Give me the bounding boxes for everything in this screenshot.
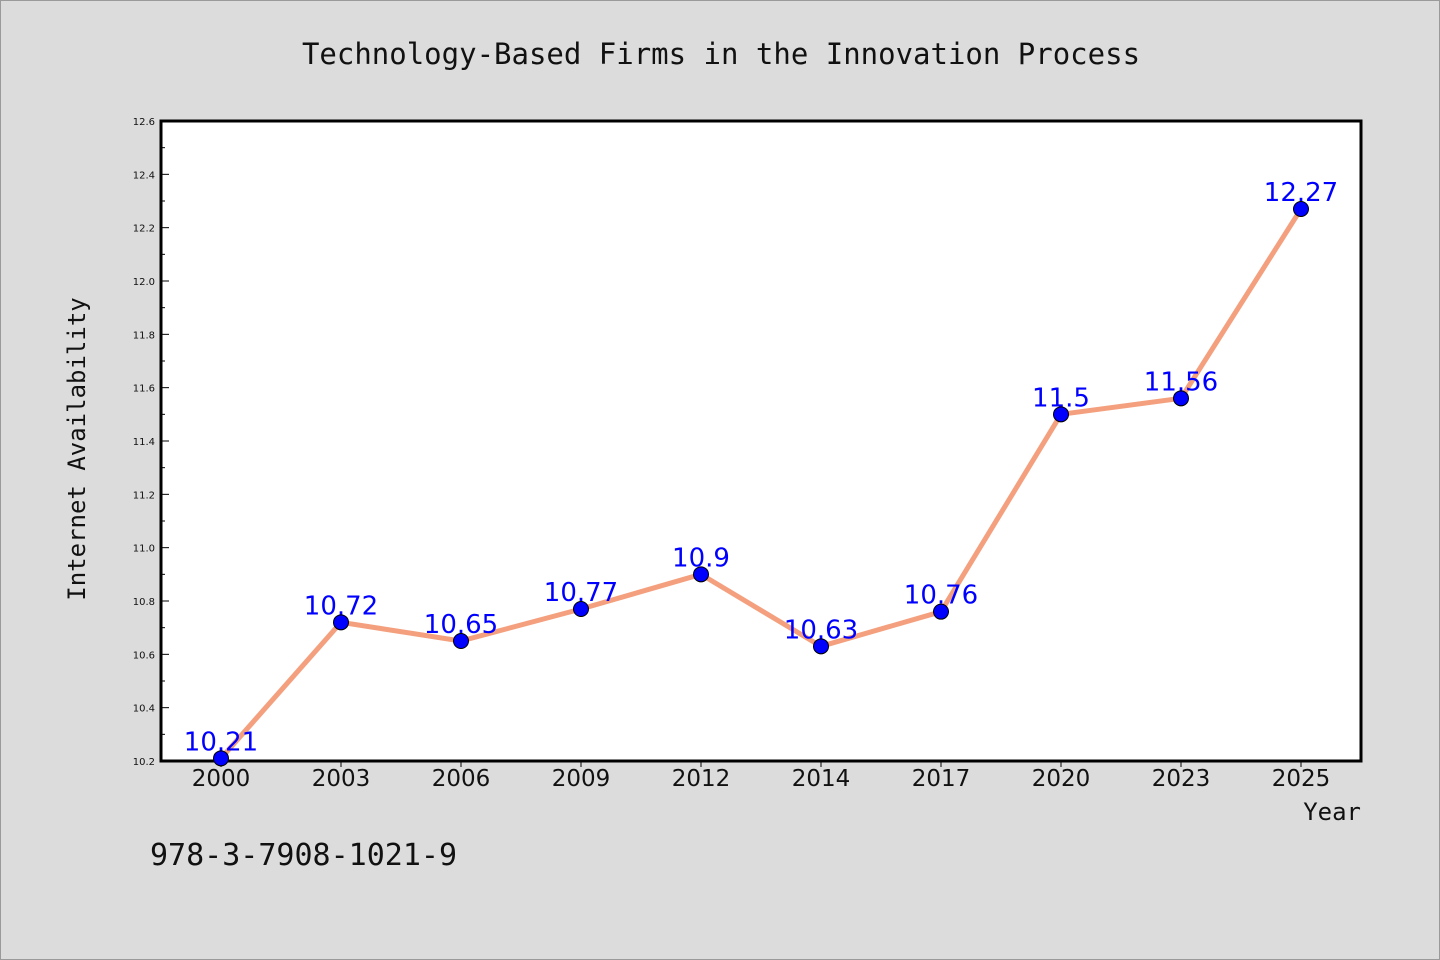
y-tick-label: 11.0 (133, 544, 155, 555)
x-tick-label: 2000 (192, 766, 251, 792)
y-tick-label: 10.6 (133, 650, 155, 661)
y-tick-label: 12.4 (133, 170, 155, 181)
data-label: 10.77 (544, 578, 618, 608)
data-point (1293, 201, 1309, 217)
y-tick-label: 11.4 (133, 437, 155, 448)
data-point (453, 633, 469, 649)
data-point (813, 638, 829, 655)
y-axis-title: Internet Availability (63, 297, 91, 600)
series-line (218, 206, 1304, 761)
x-tick-label: 2012 (672, 766, 731, 792)
y-tick-label: 11.6 (133, 384, 155, 395)
data-point (213, 750, 229, 767)
x-axis-title: Year (1303, 798, 1361, 826)
x-tick-label: 2003 (312, 766, 371, 792)
y-tick-label: 12.6 (133, 117, 155, 128)
data-label: 10.21 (184, 727, 258, 757)
y-tick-label: 12.0 (133, 277, 155, 288)
chart-title: Technology-Based Firms in the Innovation… (302, 37, 1140, 71)
x-tick-label: 2025 (1272, 766, 1331, 792)
y-tick-label: 10.4 (133, 704, 155, 715)
y-axis-ticks: 10.2 10.4 10.6 10.8 11.0 11.2 11.4 11.6 11.8 12.0… (133, 117, 169, 768)
data-point (333, 614, 349, 631)
x-tick-label: 2006 (432, 766, 491, 792)
isbn-text: 978-3-7908-1021-9 (150, 838, 457, 873)
y-tick-label: 10.2 (133, 757, 155, 768)
data-label: 10.72 (304, 591, 378, 621)
y-tick-label: 11.2 (133, 490, 155, 501)
data-label: 10.65 (424, 610, 498, 640)
x-axis-ticks: 2000 2003 2006 2009 2012 2014 2017 2020 2023 2025 (192, 761, 1331, 792)
y-tick-label: 11.8 (133, 330, 155, 341)
x-tick-label: 2017 (912, 766, 971, 792)
data-point (1173, 390, 1189, 407)
data-point (693, 566, 709, 583)
series-layer: 10.21 10.72 10.65 10.77 10.9 10.63 10.76 11.5 11… (184, 178, 1338, 767)
plot-area (159, 119, 1363, 763)
y-tick-label: 12.2 (133, 224, 155, 235)
data-point (1053, 406, 1069, 423)
data-point (933, 603, 949, 620)
x-tick-label: 2023 (1152, 766, 1211, 792)
x-tick-label: 2020 (1032, 766, 1091, 792)
data-point (573, 601, 589, 617)
data-label: 10.63 (784, 615, 858, 645)
data-label: 11.56 (1144, 367, 1218, 397)
x-tick-label: 2014 (792, 766, 851, 792)
y-tick-label: 10.8 (133, 597, 155, 608)
data-label: 11.5 (1032, 383, 1090, 413)
x-tick-label: 2009 (552, 766, 611, 792)
data-label: 10.76 (904, 581, 978, 611)
data-label: 12.27 (1264, 178, 1338, 208)
data-label: 10.9 (672, 543, 730, 573)
